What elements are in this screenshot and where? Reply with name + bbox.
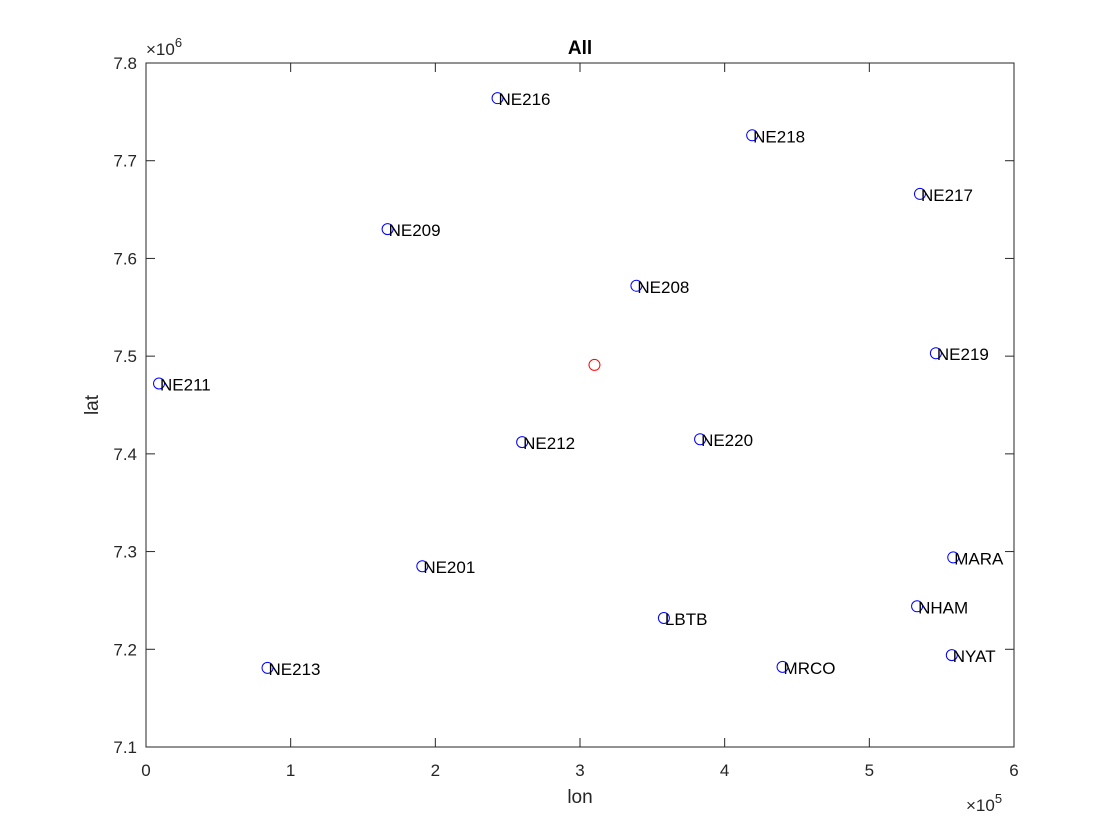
x-tick-label: 5 <box>865 761 874 780</box>
point-label: NE211 <box>160 376 211 395</box>
y-exponent-base: ×10 <box>146 40 175 59</box>
x-tick-label: 2 <box>431 761 440 780</box>
y-tick-label: 7.6 <box>113 249 137 268</box>
station-point <box>516 436 529 449</box>
point-label: NE218 <box>753 127 805 146</box>
y-axis-exponent: ×106 <box>146 35 182 59</box>
x-tick-label: 1 <box>286 761 295 780</box>
station-point <box>746 129 759 142</box>
axis-ticks: 0 1 2 3 4 5 6 7.1 7.2 7.3 7.4 7.5 7.6 7.7 7.8 <box>113 54 1018 780</box>
station-point <box>913 187 926 200</box>
y-axis-label: lat <box>82 394 103 415</box>
station-point <box>947 551 960 564</box>
station-point <box>416 560 429 573</box>
x-tick-label: 3 <box>575 761 584 780</box>
station-point <box>153 377 166 390</box>
x-exponent-power: 5 <box>995 791 1002 806</box>
point-label: NYAT <box>953 647 996 666</box>
y-tick-label: 7.7 <box>113 152 137 171</box>
station-point <box>776 660 789 673</box>
y-tick-label: 7.8 <box>113 54 137 73</box>
x-tick-label: 0 <box>141 761 150 780</box>
axes-box <box>145 62 1015 748</box>
x-axis-label: lon <box>567 787 592 808</box>
station-point <box>929 347 942 360</box>
chart-title: All <box>568 38 592 59</box>
station-point <box>694 433 707 446</box>
x-exponent-base: ×10 <box>966 796 995 815</box>
point-label: NE213 <box>269 660 321 679</box>
y-tick-label: 7.1 <box>113 738 137 757</box>
point-label: MRCO <box>784 659 836 678</box>
station-point <box>381 223 394 236</box>
station-point <box>657 612 670 625</box>
station-point <box>261 661 274 674</box>
point-label: NE220 <box>701 431 753 450</box>
center-point <box>588 358 601 371</box>
y-exponent-power: 6 <box>175 35 182 50</box>
point-label: NE212 <box>523 434 575 453</box>
station-point <box>945 649 958 662</box>
point-label: LBTB <box>665 610 708 629</box>
station-point <box>491 92 504 105</box>
data-points: NE216 NE218 NE217 NE209 NE208 NE219 NE211 NE212… <box>153 90 1004 679</box>
point-label: NE201 <box>423 558 475 577</box>
station-point <box>630 279 643 292</box>
y-tick-label: 7.5 <box>113 347 137 366</box>
y-tick-label: 7.3 <box>113 543 137 562</box>
point-label: MARA <box>954 549 1004 568</box>
x-tick-label: 4 <box>720 761 729 780</box>
point-label: NE219 <box>937 345 989 364</box>
point-label: NE209 <box>389 221 441 240</box>
point-label: NE216 <box>499 90 551 109</box>
point-label: NE217 <box>921 186 973 205</box>
y-tick-label: 7.4 <box>113 445 137 464</box>
x-tick-label: 6 <box>1009 761 1018 780</box>
point-label: NHAM <box>918 598 968 617</box>
point-label: NE208 <box>637 278 689 297</box>
y-tick-label: 7.2 <box>113 640 137 659</box>
x-axis-exponent: ×105 <box>966 791 1002 815</box>
station-point <box>911 600 924 613</box>
